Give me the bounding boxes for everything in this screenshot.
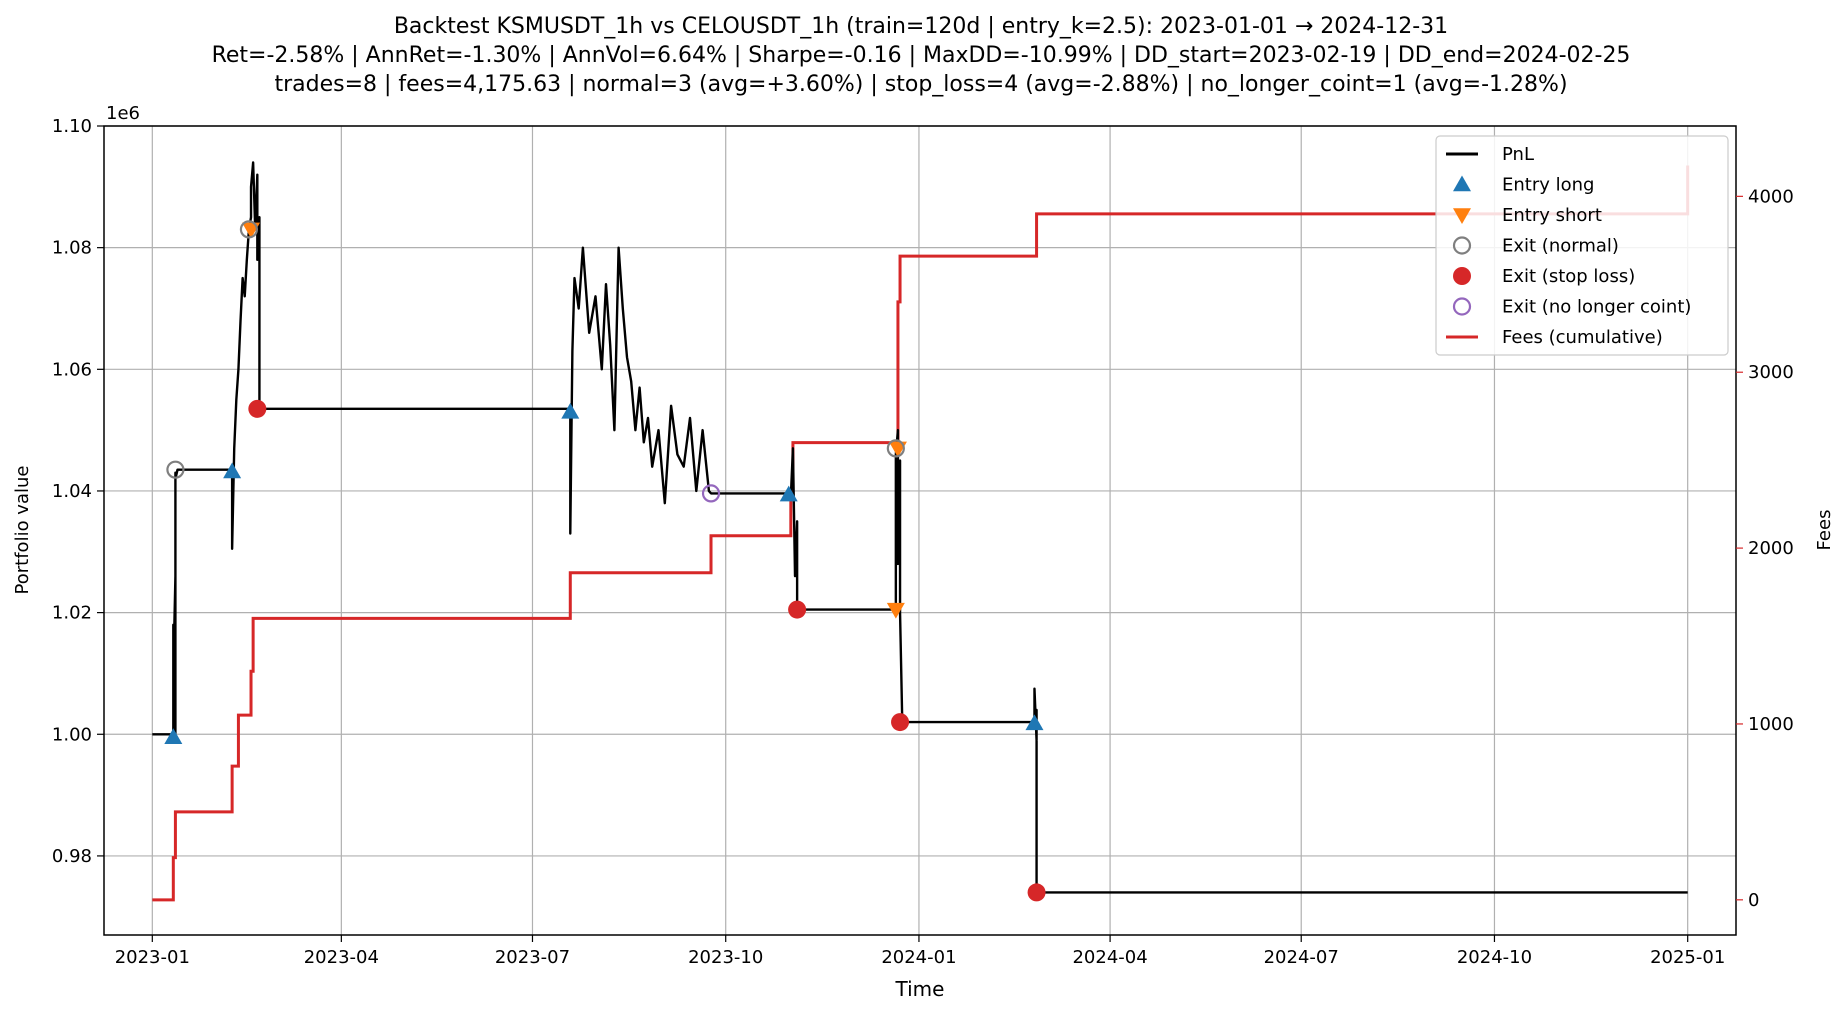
x-tick-label: 2024-01 xyxy=(881,947,956,968)
legend-swatch-circle-open xyxy=(1452,236,1472,255)
x-tick-label: 2023-01 xyxy=(115,947,190,968)
legend-label: Exit (no longer coint) xyxy=(1502,297,1691,318)
legend-box xyxy=(1435,135,1729,356)
y-axis-offset-label: 1e6 xyxy=(106,103,140,124)
entry-long-marker xyxy=(164,728,183,745)
chart-title-line-1: Backtest KSMUSDT_1h vs CELOUSDT_1h (trai… xyxy=(394,14,1448,39)
exit-no-longer-coint-marker xyxy=(701,484,721,503)
y-tick-label: 1.02 xyxy=(52,603,92,624)
y-axis-right: 0 1000 2000 3000 4000 xyxy=(1736,186,1794,911)
legend-label: Entry long xyxy=(1502,175,1594,196)
legend-swatch-triangle-up xyxy=(1453,175,1471,192)
y-tick-label: 0.98 xyxy=(52,846,92,867)
y-axis-left: 0.98 1.00 1.02 1.04 1.06 1.08 1.10 xyxy=(52,116,104,867)
y2-axis-label: Fees xyxy=(1814,510,1835,551)
chart-title-line-2: Ret=-2.58% | AnnRet=-1.30% | AnnVol=6.64… xyxy=(212,43,1631,68)
entry-short-marker xyxy=(886,602,905,619)
x-tick-label: 2023-04 xyxy=(304,947,379,968)
y-tick-label: 1.10 xyxy=(52,116,92,137)
exit-stop-loss-marker xyxy=(1027,883,1046,902)
legend-label: Exit (stop loss) xyxy=(1502,266,1635,287)
y-tick-label: 1.00 xyxy=(52,724,92,745)
x-axis-label: Time xyxy=(895,977,945,1001)
legend-swatch-circle-open xyxy=(1452,297,1472,316)
y2-tick-label: 1000 xyxy=(1748,714,1794,735)
exit-stop-loss-marker xyxy=(788,600,807,619)
legend-label: Fees (cumulative) xyxy=(1502,327,1663,348)
legend-swatch-circle-filled xyxy=(1453,267,1471,285)
plot-frame xyxy=(103,125,1737,936)
y2-tick-label: 2000 xyxy=(1748,538,1794,559)
exit-normal-marker xyxy=(239,220,259,239)
entry-long-marker xyxy=(1025,714,1044,731)
x-tick-label: 2023-07 xyxy=(495,947,570,968)
fees-cumulative-line xyxy=(152,165,1690,902)
y-tick-label: 1.06 xyxy=(52,359,92,380)
y2-tick-label: 3000 xyxy=(1748,362,1794,383)
x-tick-label: 2023-10 xyxy=(688,947,763,968)
exit-normal-marker xyxy=(166,460,185,479)
legend-swatch-triangle-down xyxy=(1453,208,1471,224)
trade-markers-layer xyxy=(164,220,1046,902)
exit-stop-loss-marker xyxy=(891,713,910,732)
legend-label: Entry short xyxy=(1502,205,1602,226)
x-tick-label: 2024-07 xyxy=(1264,947,1339,968)
y-tick-label: 1.04 xyxy=(52,481,92,502)
x-tick-label: 2025-01 xyxy=(1650,947,1725,968)
x-axis: 2023-01 2023-04 2023-07 2023-10 2024-01 2024-… xyxy=(115,935,1725,968)
y-tick-label: 1.08 xyxy=(52,238,92,259)
legend-label: Exit (normal) xyxy=(1502,236,1619,257)
fees-series-layer xyxy=(152,165,1690,902)
exit-stop-loss-marker xyxy=(248,399,267,418)
entry-long-marker xyxy=(779,485,798,502)
legend: PnL Entry long Entry short Exit (normal) Exi… xyxy=(1435,135,1729,356)
y-axis-label: Portfolio value xyxy=(12,466,33,595)
legend-label: PnL xyxy=(1502,144,1534,165)
x-tick-label: 2024-04 xyxy=(1072,947,1147,968)
chart-title-line-3: trades=8 | fees=4,175.63 | normal=3 (avg… xyxy=(274,72,1567,97)
x-tick-label: 2024-10 xyxy=(1457,947,1532,968)
entry-long-marker xyxy=(223,462,242,479)
y2-tick-label: 0 xyxy=(1748,890,1759,911)
y2-tick-label: 4000 xyxy=(1748,186,1794,207)
entry-long-marker xyxy=(561,402,580,419)
exit-normal-marker xyxy=(886,439,905,458)
